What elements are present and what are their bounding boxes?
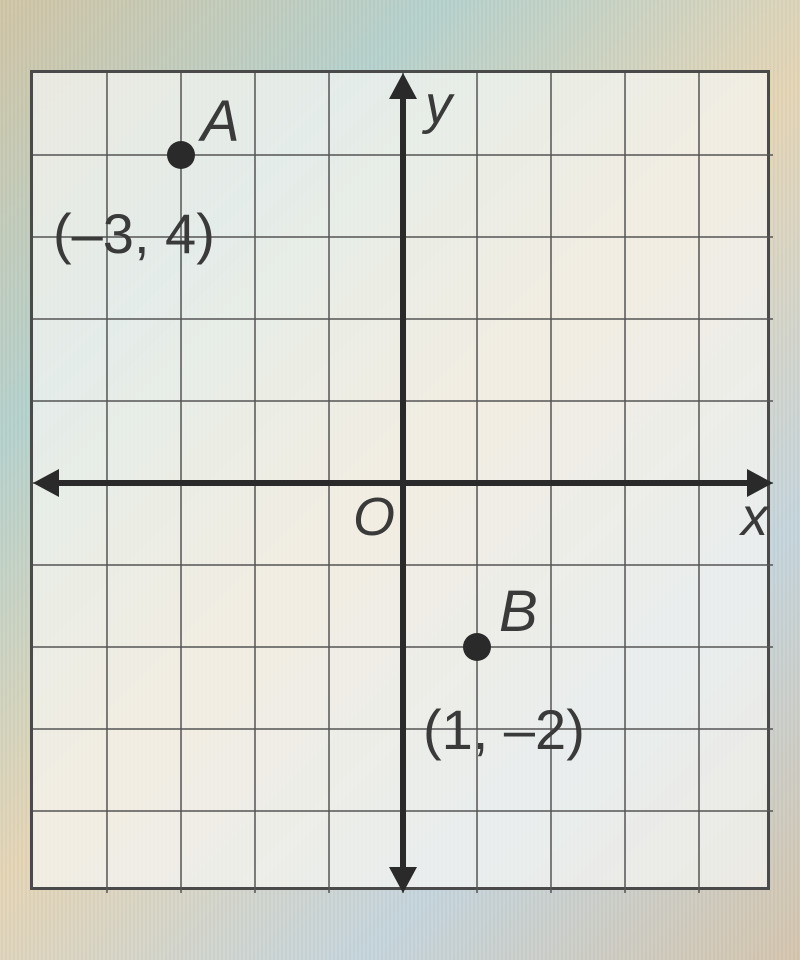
x-axis-label: x [738,487,770,547]
y-axis-arrow-down [389,867,417,893]
point-a [167,141,195,169]
y-axis-label: y [421,75,455,135]
point-b-label: B [499,579,538,644]
x-axis-arrow-left [33,469,59,497]
point-a-coord: (–3, 4) [53,202,215,265]
point-a-label: A [198,89,240,154]
coordinate-svg: y x O A (–3, 4) B (1, –2) [33,73,773,893]
point-b [463,633,491,661]
point-b-coord: (1, –2) [423,698,585,761]
coordinate-plane: y x O A (–3, 4) B (1, –2) [30,70,770,890]
origin-label: O [353,487,395,547]
y-axis-arrow-up [389,73,417,99]
